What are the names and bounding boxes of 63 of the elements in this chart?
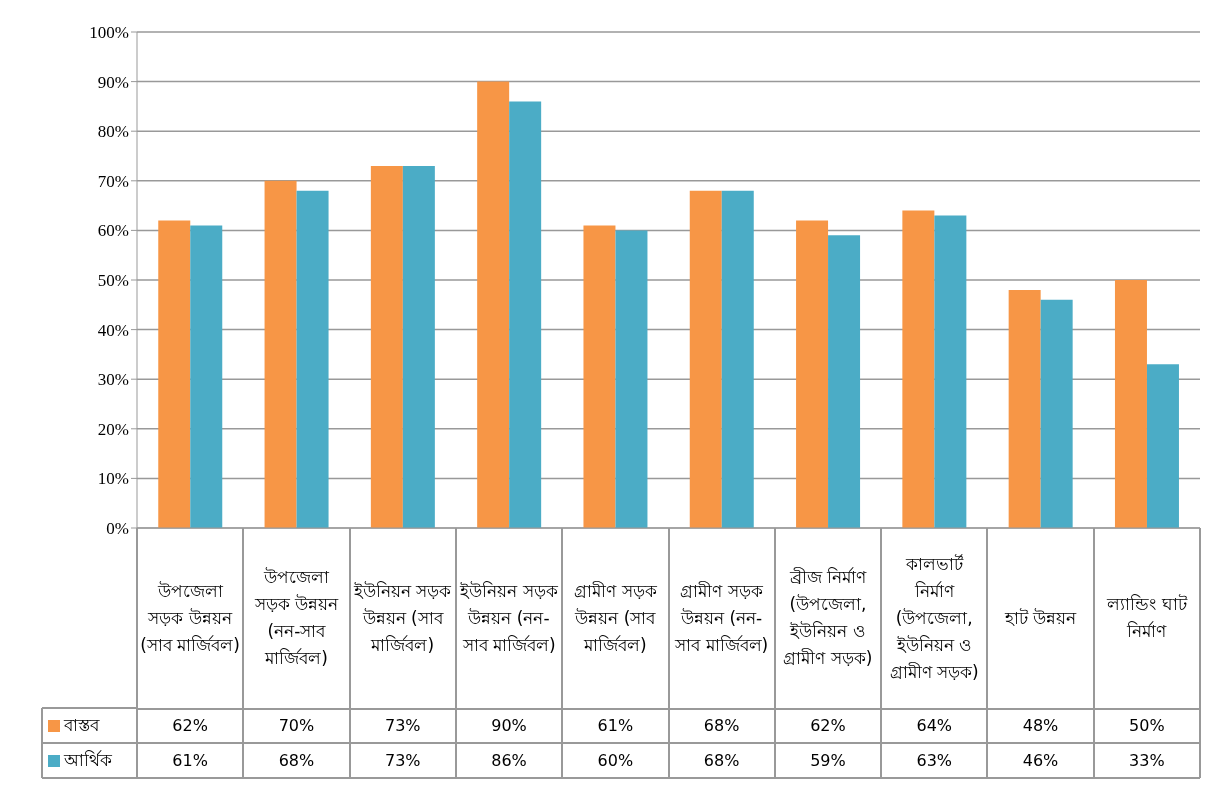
y-tick-label: 40% bbox=[97, 320, 129, 340]
y-tick-label: 80% bbox=[97, 122, 129, 142]
bar bbox=[583, 225, 616, 528]
bar bbox=[796, 220, 829, 528]
data-label: 73% bbox=[384, 716, 421, 735]
x-tick-label: হাট উন্নয়ন bbox=[1004, 606, 1077, 630]
x-tick-label: ইউনিয়ন সড়ক উন্নয়ন (নন-সাব মার্জিবল) bbox=[458, 579, 559, 657]
y-tick-label: 90% bbox=[97, 72, 129, 92]
data-label: 63% bbox=[916, 751, 953, 770]
bar bbox=[296, 190, 329, 528]
bar bbox=[902, 210, 935, 528]
data-label: 86% bbox=[491, 751, 527, 770]
data-label: 59% bbox=[810, 751, 846, 770]
data-label: 61% bbox=[172, 751, 208, 770]
bar bbox=[509, 101, 542, 528]
data-label: 46% bbox=[1022, 751, 1059, 770]
x-tick-label: কালভার্ট নির্মাণ (উপজেলা, ইউনিয়ন ও গ্রামীণ সড়ক) bbox=[888, 552, 980, 684]
y-tick-label: 50% bbox=[97, 271, 129, 291]
data-label: 60% bbox=[597, 751, 634, 770]
bar bbox=[615, 230, 648, 528]
legend-label: আর্থিক bbox=[64, 748, 112, 772]
bar bbox=[190, 225, 223, 528]
bar bbox=[264, 180, 297, 528]
data-label: 50% bbox=[1129, 716, 1165, 735]
x-tick-label: উপজেলা সড়ক উন্নয়ন (নন-সাব মার্জিবল) bbox=[253, 566, 340, 670]
data-label: 64% bbox=[916, 716, 953, 735]
y-tick-label: 20% bbox=[97, 419, 129, 439]
data-label: 61% bbox=[597, 716, 634, 735]
bar bbox=[1040, 299, 1073, 528]
x-tick-label: উপজেলা সড়ক উন্নয়ন (সাব মার্জিবল) bbox=[140, 579, 241, 657]
data-label: 62% bbox=[172, 716, 208, 735]
y-tick-label: 0% bbox=[106, 519, 129, 539]
y-tick-label: 100% bbox=[89, 23, 129, 43]
x-tick-label: ল্যান্ডিং ঘাট নির্মাণ bbox=[1105, 593, 1189, 643]
y-tick-label: 30% bbox=[97, 370, 129, 390]
bar bbox=[1008, 289, 1041, 528]
legend-label: বাস্তব bbox=[64, 713, 99, 737]
bar bbox=[1146, 364, 1179, 528]
x-tick-label: ইউনিয়ন সড়ক উন্নয়ন (সাব মার্জিবল) bbox=[352, 579, 453, 657]
bar bbox=[828, 235, 861, 528]
x-tick-label: গ্রামীণ সড়ক উন্নয়ন (সাব মার্জিবল) bbox=[573, 579, 658, 657]
data-label: 90% bbox=[491, 716, 527, 735]
data-label: 68% bbox=[703, 751, 740, 770]
y-tick-label: 10% bbox=[97, 469, 129, 489]
x-tick-label: গ্রামীণ সড়ক উন্নয়ন (নন-সাব মার্জিবল) bbox=[673, 579, 770, 657]
x-tick-label: ব্রীজ নির্মাণ (উপজেলা, ইউনিয়ন ও গ্রামীণ সড়ক) bbox=[782, 566, 874, 670]
data-label: 62% bbox=[810, 716, 846, 735]
y-tick-label: 60% bbox=[97, 221, 129, 241]
data-label: 68% bbox=[703, 716, 740, 735]
bar bbox=[402, 165, 435, 528]
bar bbox=[370, 165, 403, 528]
bar bbox=[477, 81, 510, 528]
data-label: 48% bbox=[1022, 716, 1059, 735]
bar bbox=[721, 190, 754, 528]
data-label: 70% bbox=[278, 716, 315, 735]
data-label: 33% bbox=[1129, 751, 1165, 770]
bar bbox=[158, 220, 191, 528]
bar bbox=[934, 215, 967, 528]
bar bbox=[1114, 280, 1147, 528]
y-tick-label: 70% bbox=[97, 171, 129, 191]
data-label: 73% bbox=[384, 751, 421, 770]
data-label: 68% bbox=[278, 751, 315, 770]
bar bbox=[689, 190, 722, 528]
